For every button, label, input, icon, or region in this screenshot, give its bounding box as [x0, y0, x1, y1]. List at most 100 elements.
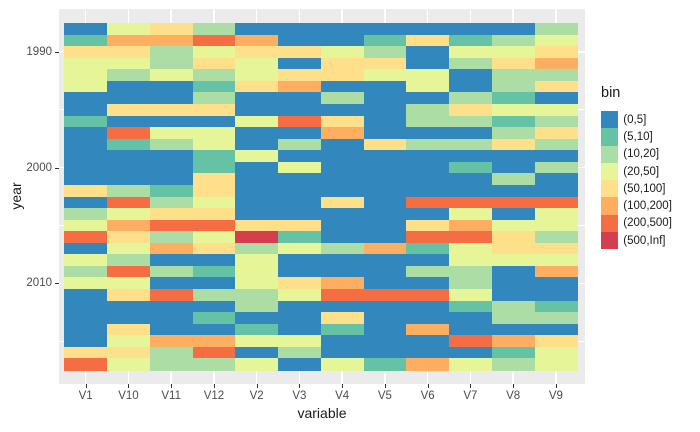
heatmap-cell [534, 57, 578, 70]
heatmap-cell [363, 103, 407, 117]
heatmap-cell [149, 138, 194, 151]
heatmap-cell [278, 34, 322, 47]
heatmap-cell [363, 127, 407, 140]
heatmap-cell [235, 46, 279, 59]
heatmap-cell [192, 265, 236, 278]
heatmap-cell [320, 103, 365, 117]
heatmap-cell [64, 208, 108, 221]
heatmap-cell [491, 150, 536, 163]
heatmap-cell [278, 69, 322, 82]
heatmap-cell [235, 173, 279, 186]
heatmap-cell [449, 46, 493, 59]
heatmap-cell [491, 265, 536, 278]
heatmap-cell [107, 173, 151, 186]
heatmap-cell [192, 127, 236, 140]
heatmap-cell [406, 196, 450, 209]
heatmap-cell [64, 196, 108, 209]
heatmap-cell [192, 46, 236, 59]
heatmap-cell [149, 289, 194, 302]
heatmap-cell [363, 46, 407, 59]
heatmap-cell [64, 242, 108, 255]
heatmap-cell [278, 219, 322, 232]
heatmap-cell [534, 92, 578, 105]
legend-swatch [601, 145, 619, 163]
heatmap-cell [449, 231, 493, 244]
heatmap-cell [192, 231, 236, 244]
heatmap-cell [363, 115, 407, 128]
heatmap-cell [149, 173, 194, 186]
heatmap-cell [449, 219, 493, 232]
heatmap-cell [235, 219, 279, 232]
heatmap-cell [64, 335, 108, 348]
heatmap-cell [235, 138, 279, 151]
heatmap-cell [449, 161, 493, 174]
heatmap-cell [534, 335, 578, 348]
heatmap-cell [192, 92, 236, 105]
heatmap-cell [363, 335, 407, 348]
heatmap-cell [320, 277, 365, 290]
heatmap-cell [449, 289, 493, 302]
legend-label: (100,200] [623, 200, 672, 213]
heatmap-cell [149, 335, 194, 348]
heatmap-cell [278, 184, 322, 197]
heatmap-cell [278, 173, 322, 186]
heatmap-cell [534, 208, 578, 221]
heatmap-cell [235, 208, 279, 221]
x-axis-tick-label: V2 [249, 390, 264, 402]
heatmap-cell [363, 300, 407, 313]
heatmap-cell [64, 34, 108, 47]
heatmap-cell [363, 57, 407, 70]
heatmap-cell [107, 300, 151, 313]
heatmap-cell [192, 184, 236, 197]
y-axis-tick [55, 51, 59, 53]
heatmap-cell [320, 231, 365, 244]
heatmap-cell [235, 57, 279, 70]
heatmap-cell [278, 323, 322, 336]
heatmap-cell [449, 196, 493, 209]
heatmap-cell [320, 208, 365, 221]
heatmap-cell [192, 323, 236, 336]
heatmap-cell [534, 300, 578, 313]
legend-label: (5,10] [623, 130, 653, 143]
heatmap-cell [278, 277, 322, 290]
heatmap-cell [235, 300, 279, 313]
heatmap-cell [64, 92, 108, 105]
heatmap-cell [491, 57, 536, 70]
heatmap-cell [320, 57, 365, 70]
heatmap-cell [320, 46, 365, 59]
heatmap-cell [235, 34, 279, 47]
legend-title: bin [601, 85, 621, 101]
heatmap-cell [534, 289, 578, 302]
heatmap-cell [534, 196, 578, 209]
heatmap-cell [449, 323, 493, 336]
heatmap-cell [320, 34, 365, 47]
heatmap-cell [192, 57, 236, 70]
heatmap-cell [278, 335, 322, 348]
heatmap-cell [107, 277, 151, 290]
heatmap-cell [192, 138, 236, 151]
heatmap-cell [235, 23, 279, 36]
heatmap-cell [491, 312, 536, 325]
heatmap-cell [449, 277, 493, 290]
heatmap-cell [192, 277, 236, 290]
y-axis-tick [55, 283, 59, 285]
heatmap-cell [64, 289, 108, 302]
legend-key: (50,100] [601, 180, 697, 198]
heatmap-cell [64, 184, 108, 197]
heatmap-cell [320, 161, 365, 174]
heatmap-cell [491, 103, 536, 117]
heatmap-cell [449, 138, 493, 151]
heatmap-cell [64, 323, 108, 336]
heatmap-cell [107, 242, 151, 255]
heatmap-cell [107, 231, 151, 244]
heatmap-cell [107, 289, 151, 302]
heatmap-cell [192, 173, 236, 186]
legend-label: (500,Inf] [623, 234, 666, 247]
heatmap-cell [192, 150, 236, 163]
heatmap-cell [449, 254, 493, 267]
y-axis-tick-label: 2010 [26, 277, 52, 290]
x-axis-tick [128, 384, 130, 388]
x-axis-title: variable [297, 405, 347, 421]
heatmap-cell [107, 115, 151, 128]
heatmap-cell [449, 150, 493, 163]
